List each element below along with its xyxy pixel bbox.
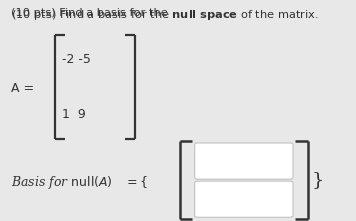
Text: (10 pts) Find a basis for the: (10 pts) Find a basis for the [11,8,171,18]
FancyBboxPatch shape [195,181,293,217]
FancyBboxPatch shape [195,143,293,179]
Text: A =: A = [11,82,34,95]
Text: Basis for $\mathrm{null}(A)$   $= \{$: Basis for $\mathrm{null}(A)$ $= \{$ [11,174,147,191]
Text: (10 pts) Find a basis for the $\bf{null\ space}$ of the matrix.: (10 pts) Find a basis for the $\bf{null\… [11,8,318,22]
Text: -2 -5: -2 -5 [62,53,91,66]
Text: }: } [312,171,324,189]
Text: 1  9: 1 9 [62,109,86,121]
